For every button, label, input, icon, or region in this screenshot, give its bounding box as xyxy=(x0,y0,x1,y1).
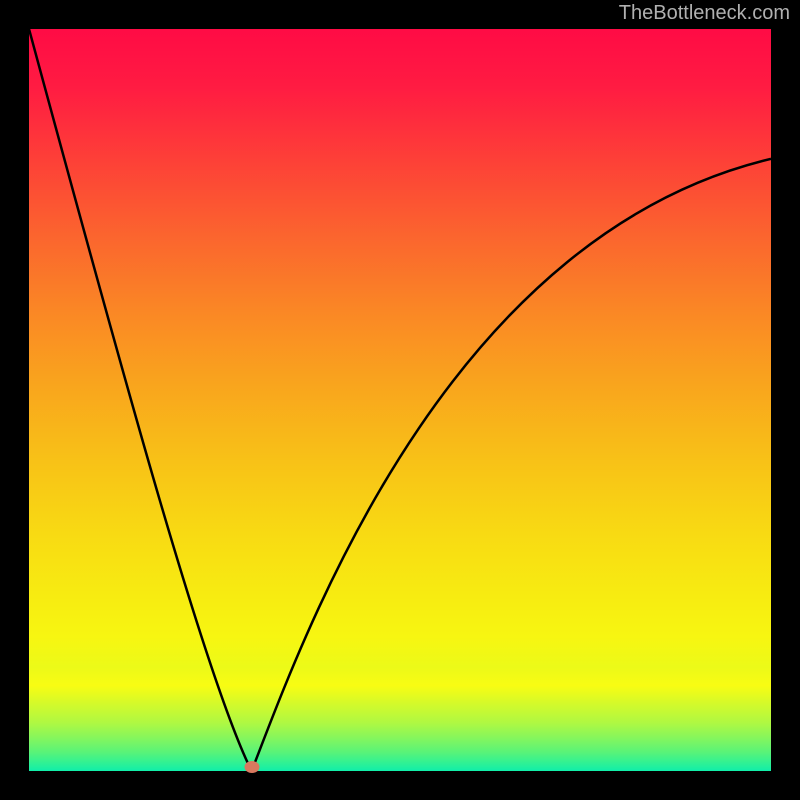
plot-area xyxy=(29,29,771,771)
curve xyxy=(29,29,771,771)
minimum-marker xyxy=(244,761,259,773)
attribution-text: TheBottleneck.com xyxy=(619,2,790,25)
